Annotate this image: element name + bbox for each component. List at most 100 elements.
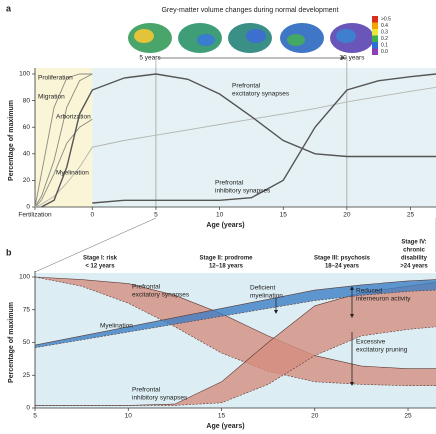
- colorbar-label: 0.2: [381, 36, 388, 42]
- y-tick-label: 25: [23, 372, 31, 379]
- annotation-arrows: [274, 286, 354, 386]
- colorbar-label: 0.3: [381, 29, 388, 35]
- y-tick-label: 0: [26, 204, 30, 211]
- y-tick-label: 80: [23, 97, 31, 104]
- x-tick-label: 5: [154, 212, 158, 219]
- brain: [246, 29, 266, 43]
- colorbar: >0.50.40.30.20.10.0: [372, 16, 391, 55]
- brain-age-label: 20 years: [340, 55, 366, 62]
- annotation: Reduced: [356, 288, 382, 295]
- series-label: Migration: [38, 94, 65, 101]
- series-label: Myelination: [56, 170, 89, 177]
- arrowhead: [341, 56, 346, 60]
- y-tick-label: 0: [26, 405, 30, 412]
- x-tick-label: 25: [407, 212, 415, 219]
- colorbar-swatch: [372, 29, 378, 36]
- y-tick-label: 50: [23, 339, 31, 346]
- x-tick-label: 25: [404, 413, 412, 420]
- annotation: excitatory pruning: [356, 347, 408, 354]
- line: [34, 118, 93, 208]
- band-upper-line: [34, 276, 436, 369]
- y-tick-label: 100: [19, 274, 30, 281]
- colorbar-label: 0.1: [381, 42, 388, 48]
- y-tick-label: 40: [23, 151, 31, 158]
- colorbar-label: 0.0: [381, 49, 388, 55]
- brain: [134, 29, 154, 43]
- series-label: Prefrontal: [232, 83, 261, 90]
- x-tick-label: 10: [125, 413, 133, 420]
- x-tick-label: 5: [33, 413, 37, 420]
- stage-label: 12–18 years: [209, 264, 244, 270]
- band-upper-line: [34, 279, 436, 346]
- annotation: interneuron activity: [356, 296, 411, 303]
- line: [34, 86, 436, 208]
- y-tick-label: 20: [23, 177, 31, 184]
- panel-letter: b: [6, 247, 12, 257]
- stage-label: 18–24 years: [325, 264, 360, 270]
- line: [92, 73, 436, 204]
- stage-label: < 12 years: [85, 264, 115, 270]
- x-axis-label: Age (years): [206, 222, 244, 229]
- arrowhead: [274, 310, 278, 314]
- colorbar-swatch: [372, 16, 378, 23]
- stage-label: >24 years: [400, 264, 428, 270]
- x-tick-label: Fertilization: [18, 212, 52, 219]
- x-tick-label: 0: [90, 212, 94, 219]
- series-label: Prefrontal: [132, 284, 161, 291]
- annotation: Excessive: [356, 339, 386, 346]
- series-label: Myelination: [100, 323, 133, 330]
- colorbar-swatch: [372, 22, 378, 29]
- line: [41, 73, 436, 208]
- panel-letter: a: [6, 3, 12, 13]
- stage-label: Stage II: prodrome: [199, 256, 253, 262]
- arrowhead: [350, 382, 354, 386]
- series-label: inhibitory synapses: [215, 188, 271, 195]
- x-tick-label: 10: [216, 212, 224, 219]
- line: [34, 73, 93, 208]
- band-lower-line: [34, 289, 436, 348]
- zoom-lines: [34, 217, 436, 273]
- band-lower-line: [35, 326, 436, 406]
- x-tick-label: 20: [343, 212, 351, 219]
- x-axis-label: Age (years): [206, 423, 244, 430]
- band: [35, 277, 436, 386]
- series-label: Arborization: [56, 114, 91, 121]
- brain-title: Grey-matter volume changes during normal…: [161, 7, 338, 14]
- colorbar-label: >0.5: [381, 16, 391, 22]
- brain: [336, 29, 356, 43]
- panel-b: 5 10 15 20 25 0 25 50 75 100 Age (years) Percentage…: [8, 240, 436, 430]
- shaded-region: [92, 68, 436, 207]
- brain-age-label: 5 years: [139, 55, 161, 62]
- series-label: inhibitory synapses: [132, 395, 188, 402]
- y-axis-label: Percentage of maximum: [8, 302, 15, 383]
- series-label: Proliferation: [38, 75, 73, 82]
- series-label: Prefrontal: [132, 387, 161, 394]
- x-tick-label: 20: [311, 413, 319, 420]
- series-label: excitatory synapses: [232, 91, 290, 98]
- line: [34, 73, 93, 208]
- y-axis-label: Percentage of maximum: [8, 100, 15, 181]
- colorbar-swatch: [372, 42, 378, 49]
- colorbar-label: 0.4: [381, 23, 388, 29]
- y-tick-label: 60: [23, 124, 31, 131]
- annotation: myelination: [250, 293, 283, 300]
- colorbar-swatch: [372, 48, 378, 55]
- brain-row: [128, 23, 374, 60]
- shaded-region: [35, 68, 93, 207]
- arrowhead: [350, 286, 354, 318]
- y-tick-label: 100: [19, 71, 30, 78]
- stage-label: chronic: [403, 248, 425, 254]
- stage-label: Stage III: psychosis: [314, 256, 371, 262]
- stage-label: Stage IV:: [401, 240, 426, 246]
- annotation: Deficient: [250, 285, 275, 292]
- stage-label: disability: [401, 256, 428, 262]
- x-tick-label: 15: [218, 413, 226, 420]
- zoom-line: [34, 217, 157, 273]
- stage-label: Stage I: risk: [83, 256, 118, 262]
- y-tick-label: 75: [23, 306, 31, 313]
- brain: [287, 34, 305, 46]
- brain: [197, 34, 215, 46]
- x-tick-label: 15: [280, 212, 288, 219]
- series-label: excitatory synapses: [132, 292, 190, 299]
